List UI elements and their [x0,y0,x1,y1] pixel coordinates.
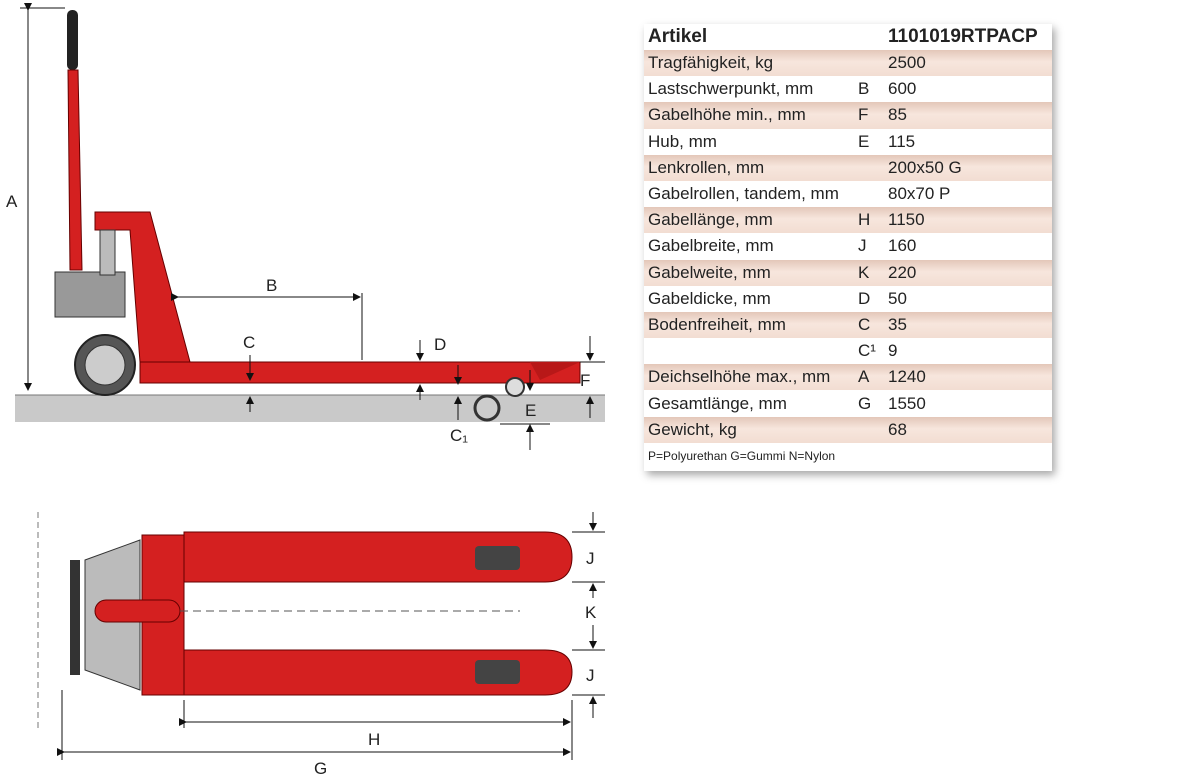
table-row: Gesamtlänge, mm G 1550 [644,390,1052,416]
label-g: G [314,759,327,778]
cell-value: 50 [888,288,907,308]
cell-code: K [858,262,870,282]
cell-code: F [858,105,869,125]
cell-value: 220 [888,262,917,282]
cell-value: 200x50 G [888,157,962,177]
table-row: C¹ 9 [644,338,1052,364]
table-row: Gewicht, kg 68 [644,416,1052,443]
cell-value: 9 [888,341,898,361]
label-h: H [368,730,380,749]
handle [67,10,78,70]
table-row: Tragfähigkeit, kg 2500 [644,50,1052,77]
cell-label: Gabellänge, mm [648,210,773,230]
cell-label: Gesamtlänge, mm [648,393,787,413]
cell-code: A [858,367,870,387]
cell-label: Gabelweite, mm [648,262,771,282]
handle-bar [67,69,83,271]
cell-code: B [858,79,870,99]
cell-value: 35 [888,314,907,334]
label-f: F [580,371,590,390]
cell-value: 1550 [888,393,926,413]
ground [15,395,605,422]
fork-top-right [183,649,573,696]
label-b: B [266,276,277,295]
table-row: Gabelhöhe min., mm F 85 [644,102,1052,129]
table-row: Gabeldicke, mm D 50 [644,286,1052,312]
table-row: Hub, mm E 115 [644,129,1052,155]
cell-code: D [858,288,871,308]
cell-value: 85 [888,105,907,125]
label-c1: C₁ [450,426,468,445]
cell-label: Gabelbreite, mm [648,236,774,256]
cell-code: E [858,131,870,151]
cell-label: Gewicht, kg [648,419,737,439]
label-j-1: J [586,549,595,568]
cell-label: Lastschwerpunkt, mm [648,79,814,99]
table-row: Gabellänge, mm H 1150 [644,207,1052,234]
table-row: Gabelrollen, tandem, mm 80x70 P [644,181,1052,207]
table-row: Gabelbreite, mm J 160 [644,233,1052,259]
cell-value: 2500 [888,53,926,73]
cell-code: G [858,393,872,413]
table-row: Lenkrollen, mm 200x50 G [644,154,1052,181]
table-row: Lastschwerpunkt, mm B 600 [644,76,1052,102]
cell-value: 1240 [888,367,926,387]
top-view: J K J H G [37,512,605,778]
cell-label: Bodenfreiheit, mm [648,314,786,334]
label-a: A [6,192,18,211]
cell-value: 80x70 P [888,184,951,204]
cell-label: Gabelrollen, tandem, mm [648,184,839,204]
cell-label: Gabeldicke, mm [648,288,771,308]
label-d: D [434,335,446,354]
cell-value: 68 [888,419,907,439]
cell-label: Tragfähigkeit, kg [648,53,774,73]
label-c: C [243,333,255,352]
label-e: E [525,401,536,420]
cell-label: Lenkrollen, mm [648,157,765,177]
table-header: Artikel 1101019RTPACP [644,24,1052,50]
cell-label: Deichselhöhe max., mm [648,367,831,387]
cell-value: 600 [888,79,917,99]
pump [54,271,126,318]
cell-code: J [858,236,867,256]
footnote: P=Polyurethan G=Gummi N=Nylon [648,448,836,463]
cell-code: C¹ [858,341,876,361]
label-j-2: J [586,666,595,685]
header-label: Artikel [648,26,708,47]
handle-top [70,560,80,675]
side-view: A B C D C₁ E F [6,3,605,450]
cell-value: 160 [888,236,917,256]
table-row: Deichselhöhe max., mm A 1240 [644,364,1052,391]
cell-code: C [858,314,871,334]
header-value: 1101019RTPACP [888,26,1038,47]
cell-code: H [858,210,871,230]
table-row: Bodenfreiheit, mm C 35 [644,311,1052,339]
cell-value: 1150 [888,210,925,230]
label-k: K [585,603,597,622]
cell-label: Hub, mm [648,131,717,151]
cell-label: Gabelhöhe min., mm [648,105,806,125]
cell-value: 115 [888,131,916,151]
fork-top-left [183,531,573,583]
spec-table: Artikel 1101019RTPACP Tragfähigkeit, kg 2… [644,24,1052,471]
table-row: Gabelweite, mm K 220 [644,259,1052,286]
load-roller [473,394,501,422]
pallet-truck-diagram: A B C D C₁ E F J K J H G [6,3,605,778]
